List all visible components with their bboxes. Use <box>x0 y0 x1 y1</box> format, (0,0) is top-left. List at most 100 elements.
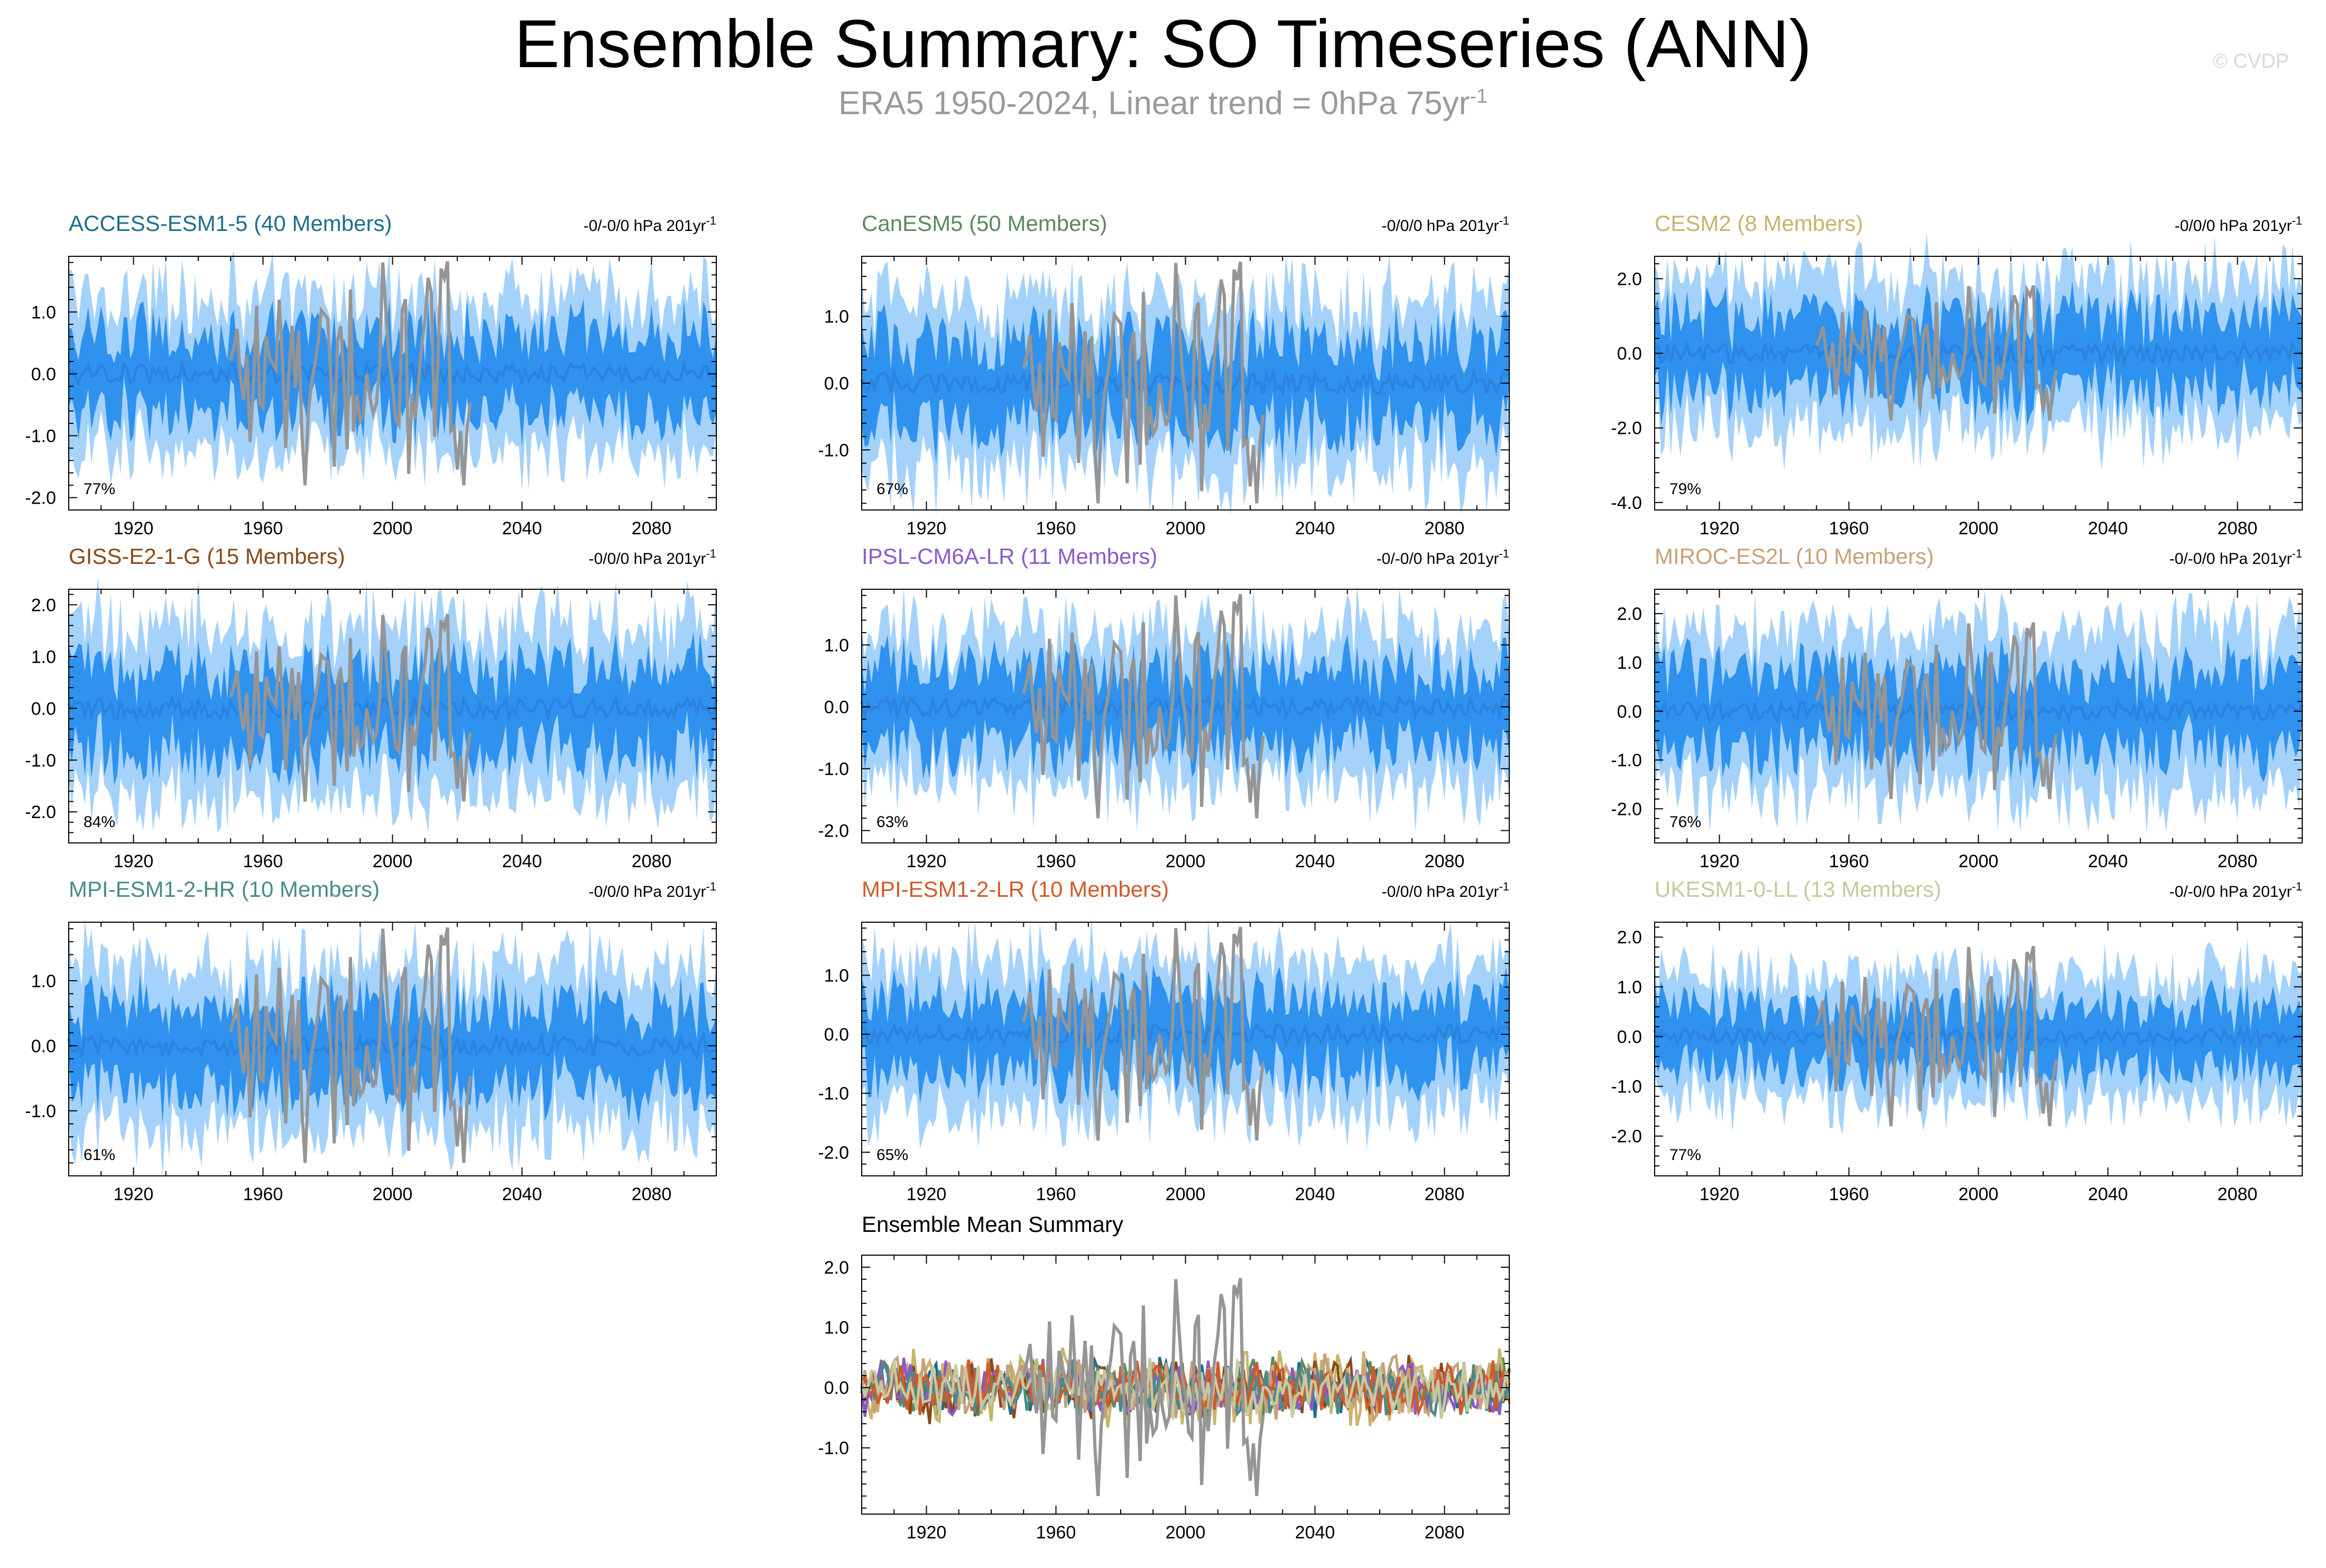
x-tick-label: 1920 <box>907 851 947 871</box>
y-tick-label: -1.0 <box>818 759 849 780</box>
y-tick-label: -2.0 <box>1611 419 1642 439</box>
x-tick-label: 2080 <box>1425 1523 1465 1543</box>
panel-6: MIROC-ES2L (10 Members) -0/-0/0 hPa 201yr… <box>1611 544 2304 871</box>
x-tick-label: 2040 <box>1295 1523 1335 1543</box>
y-tick-label: -1.0 <box>1611 1077 1642 1097</box>
y-tick-label: 1.0 <box>824 635 849 655</box>
observed-line <box>229 927 472 1163</box>
panel-trend: -0/-0/0 hPa 201yr-1 <box>1377 547 1509 568</box>
y-tick-label: 2.0 <box>1617 604 1642 624</box>
panel-1: ACCESS-ESM1-5 (40 Members) -0/-0/0 hPa 20… <box>25 211 718 539</box>
x-tick-label: 2040 <box>1295 851 1335 871</box>
trend-exponent: -1 <box>1499 214 1509 227</box>
panel-title: UKESM1-0-LL (13 Members) <box>1655 877 1941 902</box>
panel-7: MPI-ESM1-2-HR (10 Members) -0/0/0 hPa 201… <box>25 877 717 1204</box>
y-tick-label: 1.0 <box>1617 653 1642 673</box>
y-tick-label: 1.0 <box>31 302 56 322</box>
y-tick-label: 0.0 <box>824 697 849 717</box>
y-tick-label: 0.0 <box>824 1025 849 1045</box>
subtitle-text: ERA5 1950-2024, Linear trend = 0hPa 75yr <box>838 85 1470 122</box>
x-tick-label: 2000 <box>1959 518 1999 539</box>
y-tick-label: 2.0 <box>824 1258 849 1278</box>
trend-exponent: -1 <box>2292 214 2302 227</box>
y-tick-label: 0.0 <box>31 364 56 384</box>
panel-title: IPSL-CM6A-LR (11 Members) <box>862 544 1157 569</box>
x-tick-label: 2080 <box>632 518 672 539</box>
x-tick-label: 2040 <box>502 851 542 871</box>
panel-4: GISS-E2-1-G (15 Members) -0/0/0 hPa 201yr… <box>25 544 718 871</box>
panel-ensemble-mean-summary: Ensemble Mean Summary 1920 1960 2000 2040 208… <box>818 1212 1511 1543</box>
x-tick-label: 2080 <box>1425 851 1465 871</box>
ensemble-mean-line <box>1654 698 2304 725</box>
trend-exponent: -1 <box>706 547 716 560</box>
y-tick-label: 2.0 <box>31 595 56 615</box>
x-tick-label: 2000 <box>1166 851 1206 871</box>
panel-trend: -0/0/0 hPa 201yr-1 <box>1382 880 1509 901</box>
panel-title: MIROC-ES2L (10 Members) <box>1655 544 1934 569</box>
panel-title: Ensemble Mean Summary <box>862 1212 1123 1237</box>
panel-title: ACCESS-ESM1-5 (40 Members) <box>69 211 392 236</box>
y-tick-label: -1.0 <box>25 1101 56 1121</box>
x-tick-label: 1960 <box>243 518 283 539</box>
panel-2: CanESM5 (50 Members) -0/0/0 hPa 201yr-1 19… <box>818 211 1510 539</box>
pattern-correlation-label: 65% <box>876 1146 908 1164</box>
y-tick-label: -2.0 <box>1611 1127 1642 1147</box>
x-tick-label: 1960 <box>1829 1184 1869 1204</box>
panel-8: MPI-ESM1-2-LR (10 Members) -0/0/0 hPa 201… <box>818 877 1510 1204</box>
pattern-correlation-label: 77% <box>1669 1146 1701 1164</box>
x-tick-label: 2080 <box>632 1184 672 1204</box>
x-tick-label: 2040 <box>2088 518 2128 539</box>
x-tick-label: 1960 <box>243 851 283 871</box>
ensemble-mean-line <box>1654 339 2303 368</box>
panel-3: CESM2 (8 Members) -0/0/0 hPa 201yr-1 1920 1… <box>1611 211 2303 539</box>
y-tick-label: 1.0 <box>31 971 56 991</box>
x-tick-label: 2000 <box>373 518 413 539</box>
observed-line <box>1815 622 2058 800</box>
x-tick-label: 1960 <box>1829 851 1869 871</box>
trend-exponent: -1 <box>2292 547 2302 560</box>
pattern-correlation-label: 61% <box>84 1146 115 1164</box>
y-tick-label: -4.0 <box>1611 493 1642 513</box>
pattern-correlation-label: 77% <box>84 480 115 498</box>
panel-trend: -0/0/0 hPa 201yr-1 <box>2175 214 2302 235</box>
x-tick-label: 1920 <box>1700 851 1740 871</box>
x-tick-label: 2040 <box>502 518 542 539</box>
trend-exponent: -1 <box>1499 880 1509 893</box>
x-tick-label: 1920 <box>907 1184 947 1204</box>
y-tick-label: 2.0 <box>1617 927 1642 948</box>
y-tick-label: -1.0 <box>1611 750 1642 771</box>
y-tick-label: 1.0 <box>824 1318 849 1338</box>
x-tick-label: 2000 <box>1166 1523 1206 1543</box>
panel-title: GISS-E2-1-G (15 Members) <box>69 544 345 569</box>
y-tick-label: 0.0 <box>1617 344 1642 364</box>
x-tick-label: 1960 <box>243 1184 283 1204</box>
x-tick-label: 1920 <box>907 518 947 539</box>
x-tick-label: 1960 <box>1036 1523 1076 1543</box>
y-tick-label: -1.0 <box>25 750 56 771</box>
pattern-correlation-label: 63% <box>876 813 908 831</box>
panel-trend: -0/0/0 hPa 201yr-1 <box>1382 214 1509 235</box>
copyright-label: © CVDP <box>2212 50 2289 72</box>
y-tick-label: 1.0 <box>31 647 56 667</box>
x-tick-label: 2000 <box>1959 851 1999 871</box>
model-mean-line <box>860 1357 1510 1417</box>
y-tick-label: 1.0 <box>824 307 849 327</box>
y-tick-label: -1.0 <box>25 426 56 447</box>
observed-line <box>1022 594 1265 819</box>
y-tick-label: 2.0 <box>1617 269 1642 289</box>
y-tick-label: 0.0 <box>824 1378 849 1398</box>
x-tick-label: 2080 <box>2218 518 2258 539</box>
x-tick-label: 2040 <box>502 1184 542 1204</box>
observed-line <box>229 614 472 802</box>
pattern-correlation-label: 84% <box>84 813 115 831</box>
x-tick-label: 2040 <box>2088 1184 2128 1204</box>
x-tick-label: 2080 <box>2218 851 2258 871</box>
trend-exponent: -1 <box>1499 547 1509 560</box>
x-tick-label: 1920 <box>907 1523 947 1543</box>
y-tick-label: 0.0 <box>824 374 849 394</box>
x-tick-label: 1920 <box>114 1184 154 1204</box>
ensemble-mean-line <box>861 1021 1510 1047</box>
x-tick-label: 2040 <box>1295 518 1335 539</box>
y-tick-label: 0.0 <box>1617 1027 1642 1047</box>
